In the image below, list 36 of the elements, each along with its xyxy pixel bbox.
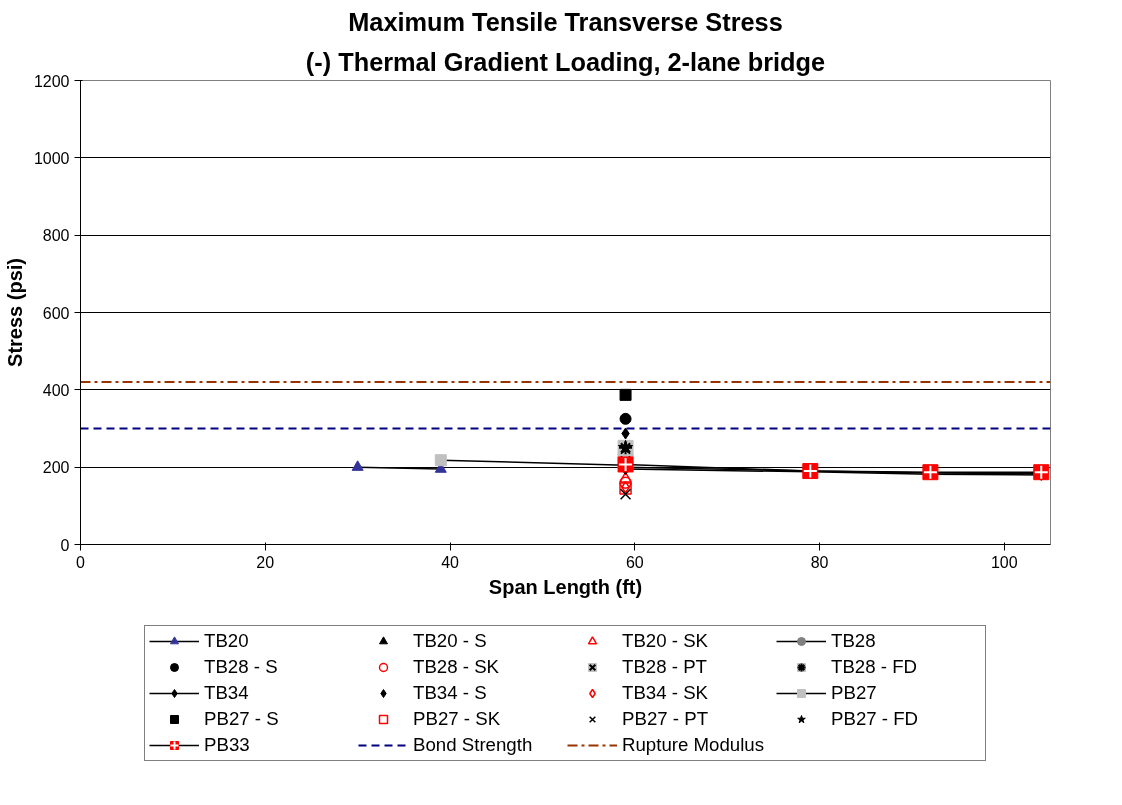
legend-label: Rupture Modulus [622,733,766,756]
x-axis-title: Span Length (ft) [488,575,643,598]
x-tick-label: 0 [76,553,86,571]
x-tick-label: 80 [810,553,829,571]
x-tick-label: 100 [990,553,1018,571]
legend-label: TB34 - S [413,681,488,704]
y-tick-label: 400 [42,381,70,399]
legend-label: TB20 - S [413,629,488,652]
legend-label: PB27 - PT [622,707,710,730]
legend-label: TB28 - FD [831,655,919,678]
legend-label: PB27 - S [204,707,280,730]
y-tick-label: 1000 [33,149,70,167]
legend-label: TB20 [204,629,250,652]
legend-label: TB28 [831,629,877,652]
y-axis-title: Stress (psi) [3,258,26,367]
y-tick-label: 800 [42,227,70,245]
legend-label: TB34 - SK [622,681,710,704]
y-tick-label: 1200 [33,72,70,90]
legend-label: TB28 - SK [413,655,501,678]
chart-subtitle: (-) Thermal Gradient Loading, 2-lane bridge [305,47,826,76]
legend-label: TB20 - SK [622,629,710,652]
legend-label: PB27 [831,681,878,704]
legend-label: Bond Strength [413,733,534,756]
y-tick-label: 600 [42,304,70,322]
x-tick-label: 60 [625,553,644,571]
legend-label: TB28 - PT [622,655,708,678]
y-tick-label: 200 [42,459,70,477]
y-tick-label: 0 [60,536,70,554]
chart-title: Maximum Tensile Transverse Stress [348,7,783,36]
legend-label: TB34 [204,681,250,704]
legend-label: PB27 - FD [831,707,920,730]
x-tick-label: 40 [441,553,460,571]
legend-label: TB28 - S [204,655,279,678]
x-tick-label: 20 [256,553,275,571]
legend-label: PB27 - SK [413,707,502,730]
legend-label: PB33 [204,733,251,756]
